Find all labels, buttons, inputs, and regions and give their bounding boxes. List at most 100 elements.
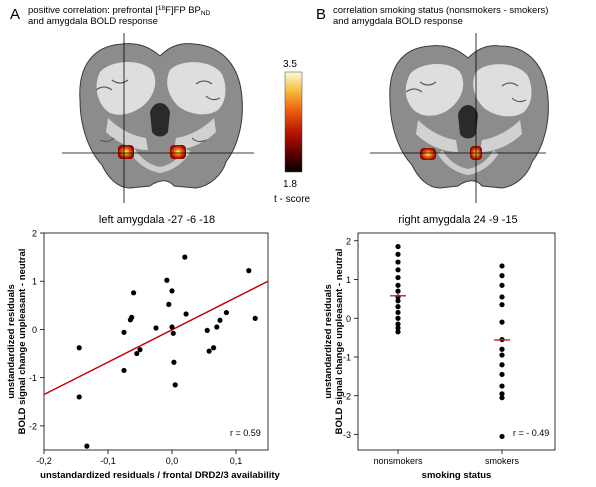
data-point xyxy=(499,319,505,325)
data-point xyxy=(499,282,505,288)
data-point xyxy=(214,324,220,330)
data-point xyxy=(395,274,401,281)
data-point xyxy=(395,329,401,335)
data-point xyxy=(217,317,223,323)
y-tick-label: 1 xyxy=(346,275,351,285)
data-point xyxy=(169,324,175,330)
colorbar xyxy=(284,71,303,173)
y-tick-label: 2 xyxy=(346,236,351,246)
data-point xyxy=(395,321,401,327)
data-point xyxy=(499,391,505,397)
panel-b-letter: B xyxy=(316,6,326,23)
colorbar-title: t - score xyxy=(274,194,311,205)
x-tick-label: -0,2 xyxy=(36,456,52,466)
panel-b-caption-line2: and amygdala BOLD response xyxy=(333,16,463,27)
y-tick-label: -3 xyxy=(343,430,351,440)
data-point xyxy=(395,267,401,273)
data-point xyxy=(395,325,401,331)
category-label: nonsmokers xyxy=(373,456,423,466)
panel-a-letter: A xyxy=(10,6,20,23)
data-point xyxy=(395,288,401,294)
brain-slice-right-image xyxy=(370,33,549,203)
data-point xyxy=(182,254,188,260)
data-point xyxy=(499,371,505,378)
data-point xyxy=(121,367,127,374)
data-point xyxy=(499,383,505,389)
data-point xyxy=(395,282,401,288)
correlation-annotation: r = 0.59 xyxy=(230,428,261,438)
correlation-annotation-b: r = - 0.49 xyxy=(513,428,549,438)
data-point xyxy=(499,433,505,440)
x-axis-label: unstandardized residuals / frontal DRD2/… xyxy=(40,470,280,481)
data-point xyxy=(499,395,505,401)
colorbar-max-label: 3.5 xyxy=(283,59,297,70)
data-point xyxy=(170,330,176,336)
strip-chart-b: -3 -2 -1 0 1 2 nonsmokers smokers r = - 0.49 smok… xyxy=(323,232,556,481)
scatter-chart-a: -2 -1 0 1 2 -0,2 -0,1 0,0 0,1 r = 0.59 unstandardi… xyxy=(6,229,281,482)
y-tick-label: 0 xyxy=(346,314,351,324)
regression-line xyxy=(43,280,269,396)
data-point xyxy=(211,345,217,351)
data-point xyxy=(183,311,189,317)
data-point xyxy=(395,243,401,250)
panel-a-caption-line1: positive correlation: prefrontal [18F]FP… xyxy=(28,5,211,17)
region-label-a: left amygdala -27 -6 -18 xyxy=(99,214,215,226)
data-point xyxy=(395,298,401,304)
region-label-b: right amygdala 24 -9 -15 xyxy=(398,214,517,226)
plot-frame xyxy=(43,232,269,451)
data-point xyxy=(76,394,82,400)
data-point xyxy=(499,346,505,352)
y-tick-label: -2 xyxy=(29,421,37,431)
y-tick-label: -1 xyxy=(29,373,37,383)
data-point xyxy=(499,302,505,308)
brain-slice-left-image xyxy=(62,33,254,203)
data-point xyxy=(499,294,505,300)
panel-a-caption-line2: and amygdala BOLD response xyxy=(28,16,158,27)
y-axis-label-line2: BOLD signal change unpleasant - neutral xyxy=(17,249,28,435)
y-tick-label: 1 xyxy=(32,277,37,287)
data-point xyxy=(499,263,505,269)
y-axis-label-line1: unstandardized residuals xyxy=(6,284,17,399)
data-point xyxy=(223,309,229,316)
data-point xyxy=(84,443,90,449)
data-point xyxy=(121,329,127,335)
y-axis-label-b-line1: unstandardized residuals xyxy=(323,284,334,399)
category-label: smokers xyxy=(485,456,520,466)
y-tick-label: 0 xyxy=(32,325,37,335)
colorbar-min-label: 1.8 xyxy=(283,179,297,190)
data-point xyxy=(131,290,137,296)
data-point xyxy=(395,309,401,316)
y-axis-label-b-line2: BOLD signal change unpleasant - neutral xyxy=(334,249,345,435)
x-axis-label-b: smoking status xyxy=(422,470,492,481)
x-tick-label: 0,0 xyxy=(166,456,179,466)
data-point xyxy=(246,268,252,274)
data-point xyxy=(137,347,143,353)
y-tick-label: -2 xyxy=(343,391,351,401)
data-point xyxy=(169,288,175,294)
data-point xyxy=(252,315,258,321)
data-point xyxy=(134,350,140,357)
plot-frame-b xyxy=(357,232,556,451)
panel-b-caption-line1: correlation smoking status (nonsmokers -… xyxy=(333,5,548,16)
data-point xyxy=(153,325,159,331)
x-tick-label: -0,1 xyxy=(100,456,116,466)
data-point xyxy=(395,304,401,310)
data-point xyxy=(499,362,505,368)
data-point xyxy=(395,259,401,265)
data-point xyxy=(499,273,505,279)
x-tick-label: 0,1 xyxy=(230,456,243,466)
y-tick-label: -1 xyxy=(343,353,351,363)
data-point xyxy=(129,314,135,320)
data-point xyxy=(395,251,401,257)
data-point xyxy=(395,315,401,321)
y-tick-label: 2 xyxy=(32,229,37,239)
data-point xyxy=(166,301,172,307)
activation-blob-right xyxy=(170,145,186,159)
activation-blob-left xyxy=(118,145,134,159)
data-point xyxy=(206,348,212,354)
data-point xyxy=(164,277,170,283)
data-point xyxy=(204,327,210,334)
activation-blob-left-b xyxy=(420,148,436,160)
data-point xyxy=(171,359,177,365)
